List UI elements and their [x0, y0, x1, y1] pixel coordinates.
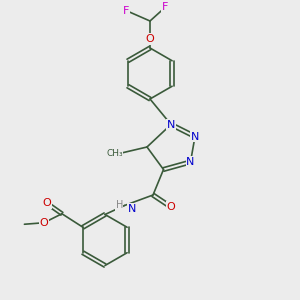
Text: N: N: [191, 131, 199, 142]
Text: N: N: [167, 119, 175, 130]
Text: N: N: [128, 203, 136, 214]
Text: O: O: [40, 218, 48, 228]
Text: CH₃: CH₃: [106, 148, 123, 158]
Text: H: H: [116, 200, 123, 211]
Text: F: F: [123, 5, 129, 16]
Text: O: O: [167, 202, 176, 212]
Text: O: O: [146, 34, 154, 44]
Text: O: O: [43, 198, 51, 208]
Text: F: F: [162, 2, 168, 13]
Text: N: N: [186, 157, 195, 167]
